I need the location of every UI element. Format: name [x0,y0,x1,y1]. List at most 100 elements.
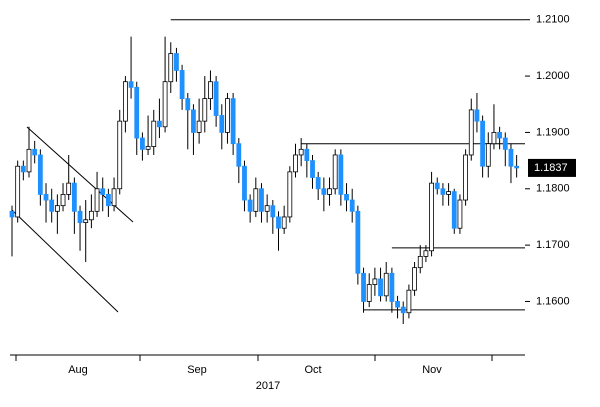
candle-body [474,109,480,122]
candle-body [105,194,111,207]
candle-body [43,194,49,201]
candle-body [60,194,66,207]
candle-body [468,109,474,156]
candle-body [111,188,117,207]
candle-body [497,132,503,139]
candle-body [117,120,123,190]
candle-body [213,81,219,116]
candle-body [88,210,94,221]
candle-body [491,132,497,145]
candle-body [100,188,106,195]
candle-body [94,188,100,212]
x-tick-label: Nov [422,364,442,376]
candle-body [157,120,162,128]
candle-body [225,98,230,133]
candle-body [236,143,242,167]
candle-body [463,154,469,201]
y-tick-label: 1.1700 [536,239,570,251]
candle-body [191,109,196,133]
candle-body [247,199,253,212]
candle-body [276,216,281,229]
candle-body [389,272,395,302]
x-tick-label: Aug [68,364,88,376]
candle-body [423,250,429,257]
y-tick-label: 1.2000 [536,70,570,82]
candle-body [287,171,293,218]
candle-body [361,272,366,302]
candle-body [83,219,89,223]
candle-body [264,205,270,212]
candle-body [270,205,276,218]
last-price-box [528,158,576,177]
candle-body [37,154,43,195]
candle-body [208,81,213,100]
candle-body [202,98,208,122]
candle-body [502,137,508,150]
candle-body [140,137,145,150]
candle-body [15,165,21,218]
candle-body [9,210,15,218]
candle-body [412,267,417,291]
candle-body [219,115,225,133]
candle-body [451,191,457,229]
y-tick-label: 1.2100 [536,14,570,26]
candle-body [49,199,55,212]
candle-body [457,199,463,229]
candle-body [242,165,247,201]
y-tick-label: 1.1600 [536,295,570,307]
candle-body [128,81,134,88]
candle-body [32,148,38,156]
candle-body [66,182,72,195]
x-tick-label: Oct [304,364,321,376]
candle-body [168,53,174,83]
candle-body [54,205,60,212]
candle-body [429,182,434,252]
candle-body [315,177,321,190]
candle-body [304,148,310,161]
y-tick-label: 1.1900 [536,126,570,138]
candle-body [395,301,400,308]
candle-body [383,272,389,297]
candle-body [327,188,332,195]
candle-body [259,188,264,212]
candle-body [338,154,344,195]
candle-body [434,182,440,190]
candle-body [185,98,191,111]
candle-body [281,216,287,229]
candle-body [174,53,179,71]
candle-body [332,154,338,190]
x-tick-label: Sep [187,364,207,376]
candle-body [514,165,520,169]
candle-body [162,81,168,128]
year-label: 2017 [256,380,280,392]
candle-body [366,284,372,302]
candle-body [230,98,236,145]
candle-body [253,188,259,212]
candle-body [293,154,298,173]
candle-body [440,188,446,195]
candle-body [179,70,185,100]
candle-body [134,86,140,139]
candle-body [446,191,451,195]
candle-body [378,278,383,297]
candle-body [20,165,26,173]
candle-body [77,210,83,223]
channel-lower [11,209,119,313]
candle-body [480,120,486,167]
y-tick-label: 1.1800 [536,183,570,195]
candle-body [406,289,412,314]
candle-body [151,120,157,147]
candle-body [355,210,361,274]
candle-body [417,255,423,269]
candle-body [349,199,355,212]
candle-body [485,143,491,167]
candle-body [196,120,202,133]
candle-body [321,188,327,195]
candle-body [372,278,378,285]
candle-body [26,148,32,173]
candle-body [145,146,151,150]
candle-body [298,148,304,156]
candle-body [310,160,315,178]
candle-body [400,306,406,314]
